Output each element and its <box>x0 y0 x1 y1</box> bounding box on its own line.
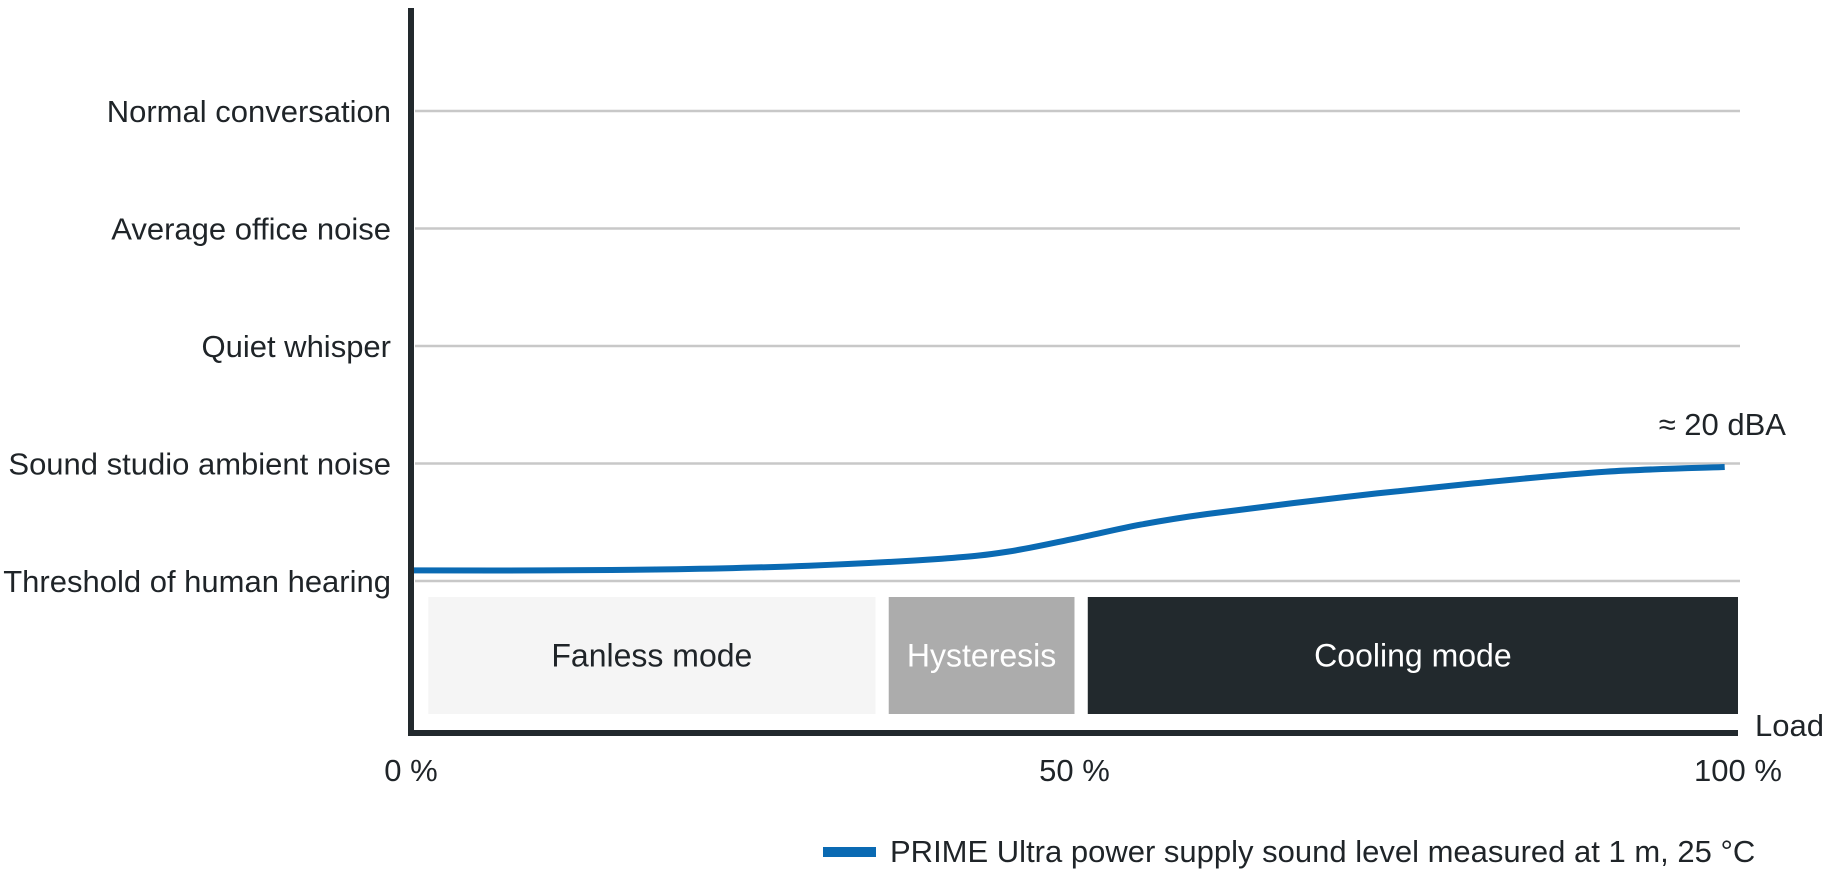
y-level-label: Normal conversation <box>107 94 391 129</box>
zone-label: Cooling mode <box>1314 638 1511 674</box>
series-line <box>410 464 1725 574</box>
series-lines <box>410 464 1725 574</box>
axes <box>408 8 1738 736</box>
x-tick-label: 50 % <box>1039 753 1110 788</box>
zone-fanless-mode <box>428 597 876 714</box>
y-level-label: Threshold of human hearing <box>3 564 391 599</box>
x-axis-title: Load <box>1755 708 1824 743</box>
zone-cooling-mode <box>1087 597 1738 714</box>
legend: PRIME Ultra power supply sound level mea… <box>823 834 1755 869</box>
y-level-label: Sound studio ambient noise <box>8 447 391 482</box>
x-tick-label: 100 % <box>1694 753 1782 788</box>
max-level-annotation: ≈ 20 dBA <box>1659 407 1787 442</box>
operating-mode-zones: Fanless mode Hysteresis Cooling mode <box>428 597 1738 714</box>
zone-hysteresis <box>888 597 1075 714</box>
zone-label: Fanless mode <box>551 638 752 674</box>
y-axis-level-labels: Threshold of human hearing Sound studio a… <box>3 94 391 599</box>
gridlines <box>415 109 1740 583</box>
x-tick-label: 0 % <box>384 753 437 788</box>
zone-label: Hysteresis <box>907 638 1056 674</box>
legend-label: PRIME Ultra power supply sound level mea… <box>890 834 1755 869</box>
x-axis-tick-labels: 0 % 50 % 100 % <box>384 753 1782 788</box>
y-level-label: Average office noise <box>111 212 391 247</box>
y-level-label: Quiet whisper <box>201 329 391 364</box>
